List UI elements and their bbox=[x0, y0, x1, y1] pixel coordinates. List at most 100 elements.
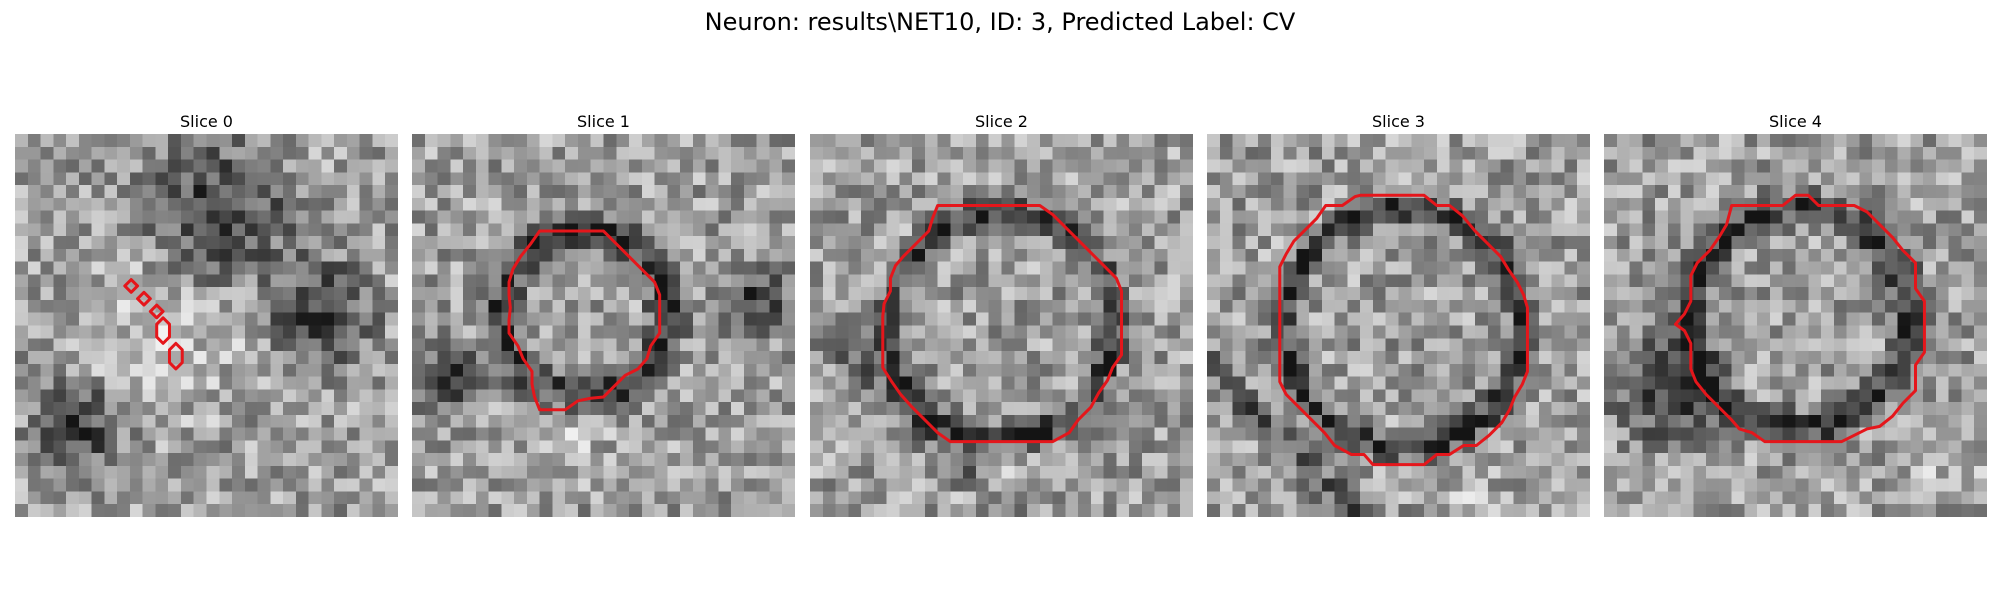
pixel bbox=[1616, 414, 1630, 428]
pixel bbox=[950, 376, 964, 390]
pixel bbox=[641, 185, 655, 199]
pixel bbox=[308, 134, 322, 148]
pixel bbox=[937, 504, 951, 517]
pixel bbox=[1884, 197, 1898, 211]
pixel bbox=[680, 146, 694, 160]
pixel bbox=[1180, 197, 1193, 211]
pixel bbox=[731, 325, 745, 339]
pixel bbox=[1731, 465, 1745, 479]
pixel bbox=[1693, 414, 1707, 428]
pixel bbox=[142, 248, 156, 262]
pixel bbox=[1731, 402, 1745, 416]
pixel bbox=[514, 478, 528, 492]
pixel bbox=[1629, 261, 1643, 275]
pixel bbox=[1078, 197, 1092, 211]
pixel bbox=[424, 491, 438, 505]
pixel bbox=[577, 478, 591, 492]
pixel bbox=[1577, 261, 1590, 275]
pixel bbox=[1680, 440, 1694, 454]
pixel bbox=[873, 261, 887, 275]
pixel bbox=[848, 134, 862, 148]
pixel bbox=[1642, 376, 1656, 390]
pixel bbox=[129, 478, 143, 492]
pixel bbox=[692, 236, 706, 250]
pixel bbox=[78, 159, 92, 173]
pixel bbox=[1334, 312, 1348, 326]
pixel bbox=[899, 338, 913, 352]
pixel bbox=[463, 338, 477, 352]
pixel bbox=[40, 338, 54, 352]
pixel bbox=[206, 376, 220, 390]
pixel bbox=[603, 363, 617, 377]
pixel bbox=[1577, 465, 1590, 479]
pixel bbox=[886, 414, 900, 428]
pixel bbox=[78, 325, 92, 339]
pixel bbox=[1910, 338, 1924, 352]
pixel bbox=[27, 376, 41, 390]
pixel bbox=[1309, 248, 1323, 262]
pixel bbox=[1731, 223, 1745, 237]
pixel bbox=[924, 453, 938, 467]
pixel bbox=[1538, 312, 1552, 326]
pixel bbox=[975, 159, 989, 173]
pixel bbox=[27, 248, 41, 262]
pixel bbox=[1872, 427, 1886, 441]
pixel bbox=[988, 185, 1002, 199]
pixel bbox=[308, 351, 322, 365]
pixel bbox=[78, 478, 92, 492]
pixel bbox=[15, 210, 29, 224]
pixel bbox=[873, 274, 887, 288]
pixel bbox=[565, 185, 579, 199]
pixel bbox=[1001, 440, 1015, 454]
pixel bbox=[822, 504, 836, 517]
pixel bbox=[437, 453, 451, 467]
pixel bbox=[257, 338, 271, 352]
pixel bbox=[334, 414, 348, 428]
pixel bbox=[1103, 299, 1117, 313]
pixel bbox=[257, 287, 271, 301]
pixel bbox=[206, 274, 220, 288]
pixel bbox=[1757, 134, 1771, 148]
pixel bbox=[295, 159, 309, 173]
pixel bbox=[1935, 453, 1949, 467]
pixel bbox=[950, 274, 964, 288]
pixel bbox=[475, 261, 489, 275]
pixel bbox=[1424, 478, 1438, 492]
pixel bbox=[1961, 414, 1975, 428]
pixel bbox=[1757, 287, 1771, 301]
pixel bbox=[1564, 236, 1578, 250]
pixel bbox=[848, 146, 862, 160]
pixel bbox=[142, 261, 156, 275]
pixel bbox=[1360, 427, 1374, 441]
pixel bbox=[1795, 453, 1809, 467]
pixel bbox=[1884, 210, 1898, 224]
pixel bbox=[975, 338, 989, 352]
pixel bbox=[1424, 210, 1438, 224]
pixel bbox=[1027, 159, 1041, 173]
pixel bbox=[769, 287, 783, 301]
pixel bbox=[104, 338, 118, 352]
pixel bbox=[1821, 185, 1835, 199]
pixel bbox=[1014, 261, 1028, 275]
pixel bbox=[1309, 274, 1323, 288]
pixel bbox=[1154, 134, 1168, 148]
pixel bbox=[822, 465, 836, 479]
pixel bbox=[835, 389, 849, 403]
pixel bbox=[1116, 402, 1130, 416]
pixel bbox=[1398, 414, 1412, 428]
pixel bbox=[53, 287, 67, 301]
pixel bbox=[232, 478, 246, 492]
pixel bbox=[1372, 363, 1386, 377]
pixel bbox=[1014, 351, 1028, 365]
pixel bbox=[1398, 440, 1412, 454]
pixel bbox=[1321, 287, 1335, 301]
pixel bbox=[346, 491, 360, 505]
pixel bbox=[539, 504, 553, 517]
pixel bbox=[769, 440, 783, 454]
pixel bbox=[950, 453, 964, 467]
pixel bbox=[835, 414, 849, 428]
pixel bbox=[1948, 376, 1962, 390]
pixel bbox=[1757, 172, 1771, 186]
pixel bbox=[692, 261, 706, 275]
pixel bbox=[1449, 389, 1463, 403]
